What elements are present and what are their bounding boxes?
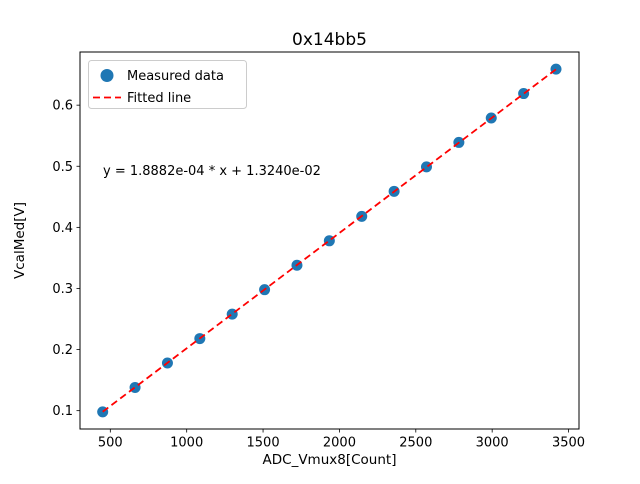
legend-label-fitted: Fitted line xyxy=(127,91,191,106)
x-tick-label: 1500 xyxy=(247,436,280,451)
y-tick-label: 0.2 xyxy=(52,343,73,358)
x-tick-label: 3500 xyxy=(552,436,585,451)
y-axis-ticks: 0.1 0.2 0.3 0.4 0.5 0.6 xyxy=(52,99,80,419)
legend-frame xyxy=(88,60,247,109)
legend: Measured data Fitted line xyxy=(88,60,247,109)
y-tick-label: 0.5 xyxy=(52,160,73,175)
x-axis-label: ADC_Vmux8[Count] xyxy=(263,452,397,468)
fit-line xyxy=(102,68,557,413)
chart-title: 0x14bb5 xyxy=(292,30,367,50)
y-tick-label: 0.1 xyxy=(52,404,73,419)
x-tick-label: 500 xyxy=(98,436,123,451)
y-tick-label: 0.6 xyxy=(52,99,73,114)
axes-frame xyxy=(79,51,580,430)
legend-label-measured: Measured data xyxy=(127,69,224,84)
y-tick-label: 0.3 xyxy=(52,282,73,297)
fitted-line xyxy=(102,68,557,413)
x-tick-label: 2500 xyxy=(399,436,432,451)
x-tick-label: 3000 xyxy=(476,436,509,451)
x-axis-ticks: 500 1000 1500 2000 2500 3000 3500 xyxy=(98,429,585,451)
y-axis-label: VcalMed[V] xyxy=(12,202,28,279)
x-tick-label: 1000 xyxy=(170,436,203,451)
x-tick-label: 2000 xyxy=(323,436,356,451)
y-tick-label: 0.4 xyxy=(52,221,73,236)
legend-measured-marker-icon xyxy=(100,69,114,82)
fit-equation-annotation: y = 1.8882e-04 * x + 1.3240e-02 xyxy=(103,164,321,179)
